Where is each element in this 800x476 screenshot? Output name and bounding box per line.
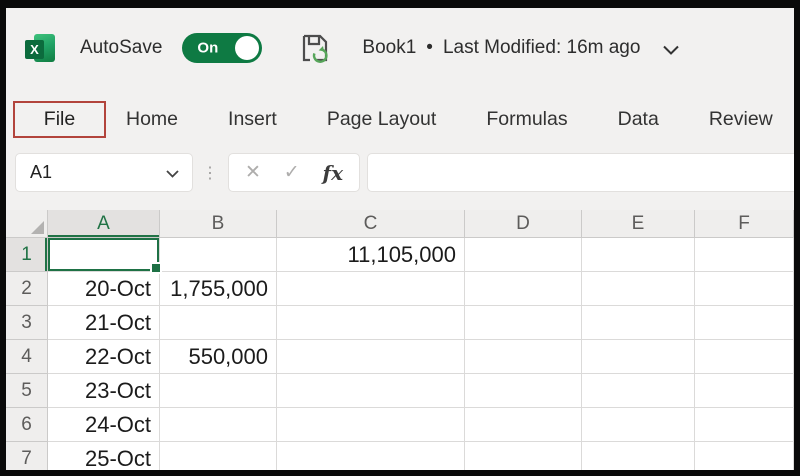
- enter-icon[interactable]: ✓: [283, 162, 300, 183]
- menu-item-review[interactable]: Review: [708, 107, 773, 130]
- cell-E2[interactable]: [582, 272, 695, 306]
- column-header-D[interactable]: D: [465, 210, 582, 238]
- cell-D3[interactable]: [465, 306, 582, 340]
- cell-E7[interactable]: [582, 442, 695, 470]
- cell-A4[interactable]: 22-Oct: [48, 340, 160, 374]
- cell-A7[interactable]: 25-Oct: [48, 442, 160, 470]
- formula-bar-resize-dots-icon[interactable]: ⋮: [202, 164, 218, 182]
- cell-E3[interactable]: [582, 306, 695, 340]
- cell-C5[interactable]: [277, 374, 465, 408]
- select-all-button[interactable]: [6, 210, 48, 238]
- chevron-down-icon[interactable]: [166, 170, 179, 178]
- cell-A6[interactable]: 24-Oct: [48, 408, 160, 442]
- cell-F6[interactable]: [695, 408, 794, 442]
- menu-item-file[interactable]: File: [13, 100, 106, 138]
- cell-F1[interactable]: [695, 238, 794, 272]
- row-header-7[interactable]: 7: [6, 442, 48, 470]
- row-header-4[interactable]: 4: [6, 340, 48, 374]
- name-box-value: A1: [30, 162, 53, 182]
- cell-A3[interactable]: 21-Oct: [48, 306, 160, 340]
- cell-B7[interactable]: [160, 442, 277, 470]
- cell-D7[interactable]: [465, 442, 582, 470]
- workbook-title: Book1: [362, 37, 417, 58]
- cell-B3[interactable]: [160, 306, 277, 340]
- cell-B6[interactable]: [160, 408, 277, 442]
- autosave-label: AutoSave: [80, 37, 163, 58]
- workbook-title-dropdown[interactable]: Book1 • Last Modified: 16m ago: [362, 37, 680, 59]
- cell-D6[interactable]: [465, 408, 582, 442]
- cell-B4[interactable]: 550,000: [160, 340, 277, 374]
- cell-F2[interactable]: [695, 272, 794, 306]
- name-box[interactable]: A1: [15, 153, 193, 192]
- spreadsheet-grid: A B C D E F 1 11,105,000 2 20-Oct 1,755,000 3 21-Oct…: [6, 210, 794, 470]
- chevron-down-icon[interactable]: [663, 45, 680, 55]
- cell-E1[interactable]: [582, 238, 695, 272]
- cell-E6[interactable]: [582, 408, 695, 442]
- insert-function-icon[interactable]: fx: [322, 160, 343, 185]
- cell-B1[interactable]: [160, 238, 277, 272]
- cell-D1[interactable]: [465, 238, 582, 272]
- cell-C2[interactable]: [277, 272, 465, 306]
- cell-F7[interactable]: [695, 442, 794, 470]
- menu-item-data[interactable]: Data: [617, 107, 659, 130]
- cancel-icon[interactable]: ✕: [245, 162, 261, 183]
- menu-item-formulas[interactable]: Formulas: [486, 107, 568, 130]
- last-modified-text: Last Modified: 16m ago: [442, 37, 641, 58]
- excel-icon-letter: X: [25, 39, 44, 59]
- cell-C4[interactable]: [277, 340, 465, 374]
- autosave-toggle-knob: [235, 36, 260, 60]
- column-header-B[interactable]: B: [160, 210, 277, 238]
- autosave-toggle[interactable]: On: [182, 33, 263, 63]
- cell-C3[interactable]: [277, 306, 465, 340]
- row-header-1[interactable]: 1: [6, 238, 48, 272]
- excel-content: X AutoSave On Book1 • Last Modified: 16m…: [6, 8, 794, 470]
- title-bar: X AutoSave On Book1 • Last Modified: 16m…: [6, 8, 794, 88]
- formula-input[interactable]: [367, 153, 794, 192]
- row-header-2[interactable]: 2: [6, 272, 48, 306]
- column-header-F[interactable]: F: [695, 210, 794, 238]
- save-sync-icon[interactable]: [296, 29, 334, 67]
- cell-F4[interactable]: [695, 340, 794, 374]
- cell-C7[interactable]: [277, 442, 465, 470]
- row-header-3[interactable]: 3: [6, 306, 48, 340]
- cell-A5[interactable]: 23-Oct: [48, 374, 160, 408]
- menu-item-page-layout[interactable]: Page Layout: [326, 107, 437, 130]
- cell-D2[interactable]: [465, 272, 582, 306]
- menu-item-home[interactable]: Home: [126, 107, 179, 130]
- excel-app-icon[interactable]: X: [25, 33, 56, 64]
- column-header-A[interactable]: A: [48, 210, 160, 238]
- formula-bar: A1 ⋮ ✕ ✓ fx: [6, 150, 794, 210]
- cell-C1[interactable]: 11,105,000: [277, 238, 465, 272]
- cell-C6[interactable]: [277, 408, 465, 442]
- cell-F5[interactable]: [695, 374, 794, 408]
- cell-A1[interactable]: [48, 238, 162, 274]
- cell-D5[interactable]: [465, 374, 582, 408]
- formula-buttons: ✕ ✓ fx: [228, 153, 360, 192]
- cell-A2[interactable]: 20-Oct: [48, 272, 160, 306]
- row-header-6[interactable]: 6: [6, 408, 48, 442]
- select-all-triangle-icon: [31, 221, 44, 234]
- cell-B2[interactable]: 1,755,000: [160, 272, 277, 306]
- column-header-E[interactable]: E: [582, 210, 695, 238]
- title-separator-dot: •: [426, 37, 433, 58]
- cell-E5[interactable]: [582, 374, 695, 408]
- menu-item-insert[interactable]: Insert: [228, 107, 277, 130]
- row-header-5[interactable]: 5: [6, 374, 48, 408]
- autosave-toggle-state: On: [197, 39, 219, 57]
- cell-D4[interactable]: [465, 340, 582, 374]
- cell-F3[interactable]: [695, 306, 794, 340]
- column-header-C[interactable]: C: [277, 210, 465, 238]
- cell-E4[interactable]: [582, 340, 695, 374]
- cell-B5[interactable]: [160, 374, 277, 408]
- ribbon-tab-bar: File Home Insert Page Layout Formulas Data Rev…: [6, 88, 794, 150]
